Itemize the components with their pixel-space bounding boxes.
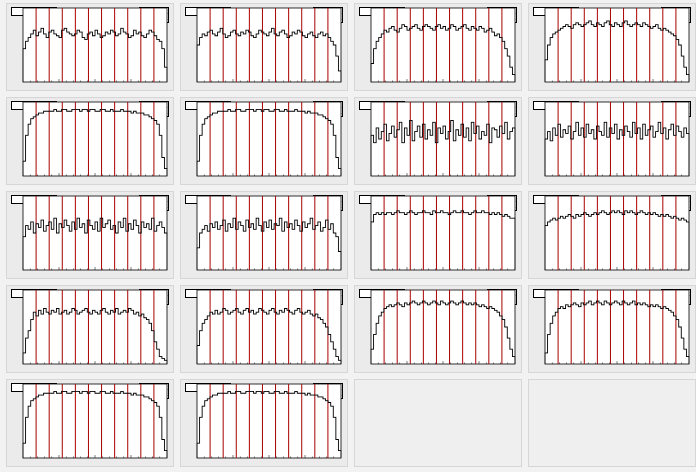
plot-frame bbox=[22, 195, 168, 271]
plot-frame bbox=[22, 7, 168, 83]
plot-frame bbox=[370, 101, 516, 177]
histogram-plot bbox=[196, 7, 342, 83]
plot-frame bbox=[370, 7, 516, 83]
histogram-series bbox=[196, 390, 342, 458]
plot-frame bbox=[22, 383, 168, 459]
histogram-pad bbox=[6, 285, 174, 373]
histogram-plot bbox=[196, 289, 342, 365]
histogram-plot bbox=[196, 383, 342, 459]
plot-frame bbox=[196, 289, 342, 365]
histogram-plot bbox=[22, 101, 168, 177]
plot-frame bbox=[544, 195, 690, 271]
histogram-series bbox=[22, 27, 168, 82]
histogram-plot bbox=[370, 289, 516, 365]
histogram-pad bbox=[180, 97, 348, 185]
histogram-series bbox=[196, 108, 342, 176]
histogram-plot bbox=[370, 7, 516, 83]
plot-frame bbox=[196, 383, 342, 459]
histogram-plot bbox=[196, 195, 342, 271]
plot-frame bbox=[22, 101, 168, 177]
histogram-plot bbox=[196, 101, 342, 177]
histogram-series bbox=[196, 27, 342, 82]
plot-frame bbox=[196, 101, 342, 177]
histogram-plot bbox=[22, 195, 168, 271]
plot-frame bbox=[370, 195, 516, 271]
histogram-series bbox=[196, 308, 342, 364]
plot-frame bbox=[196, 195, 342, 271]
histogram-series bbox=[544, 121, 690, 176]
histogram-plot bbox=[22, 7, 168, 83]
histogram-pad bbox=[354, 191, 522, 279]
histogram-series bbox=[22, 108, 168, 176]
histogram-pad bbox=[6, 3, 174, 91]
histogram-pad bbox=[528, 191, 696, 279]
histogram-series bbox=[370, 24, 516, 82]
histogram-plot bbox=[544, 289, 690, 365]
histogram-plot bbox=[370, 195, 516, 271]
histogram-series bbox=[370, 120, 516, 176]
histogram-series bbox=[370, 210, 516, 270]
empty-pad bbox=[354, 379, 522, 467]
histogram-series bbox=[370, 300, 516, 364]
histogram-plot bbox=[544, 7, 690, 83]
histogram-pad bbox=[180, 3, 348, 91]
plot-frame bbox=[196, 7, 342, 83]
plot-frame bbox=[544, 7, 690, 83]
histogram-series bbox=[22, 308, 168, 364]
histogram-pad bbox=[354, 97, 522, 185]
histogram-plot bbox=[544, 101, 690, 177]
histogram-pad bbox=[6, 97, 174, 185]
histogram-pad bbox=[6, 379, 174, 467]
plot-frame bbox=[22, 289, 168, 365]
histogram-series bbox=[544, 300, 690, 364]
empty-pad bbox=[528, 379, 696, 467]
histogram-series bbox=[196, 217, 342, 270]
histogram-series bbox=[22, 390, 168, 458]
histogram-pad bbox=[180, 379, 348, 467]
histogram-plot bbox=[544, 195, 690, 271]
histogram-series bbox=[22, 217, 168, 270]
histogram-series bbox=[544, 20, 690, 82]
histogram-series bbox=[544, 210, 690, 270]
histogram-pad bbox=[354, 3, 522, 91]
histogram-plot bbox=[22, 383, 168, 459]
histogram-pad bbox=[354, 285, 522, 373]
histogram-pad bbox=[6, 191, 174, 279]
histogram-plot bbox=[370, 101, 516, 177]
histogram-pad bbox=[528, 97, 696, 185]
histogram-plot bbox=[22, 289, 168, 365]
histogram-pad bbox=[180, 191, 348, 279]
histogram-pad bbox=[180, 285, 348, 373]
histogram-pad bbox=[528, 3, 696, 91]
histogram-pad bbox=[528, 285, 696, 373]
